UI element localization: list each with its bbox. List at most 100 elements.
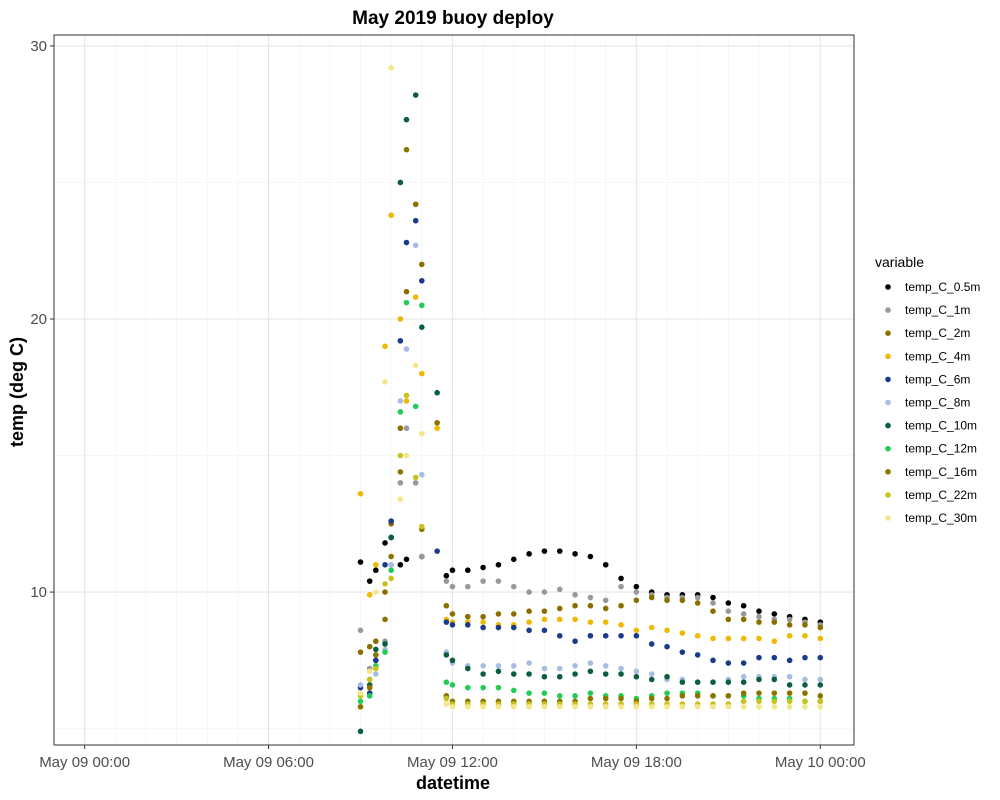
data-point [449,583,456,590]
data-point [382,561,388,568]
data-point [495,611,502,617]
data-point [602,619,609,625]
y-axis-title: temp (deg C) [7,337,27,447]
data-point [817,698,824,705]
legend-key [885,330,891,337]
data-point [710,657,716,664]
data-point [602,597,609,604]
data-point [740,703,747,710]
data-point [403,299,410,306]
data-point [602,605,609,612]
data-point [756,619,762,625]
data-point [556,616,563,623]
legend-key [885,515,891,521]
data-point [526,589,532,595]
data-point [495,578,502,584]
data-point [397,496,404,503]
data-point [648,641,655,647]
legend-label: temp_C_0.5m [905,280,980,294]
legend-key [885,376,891,383]
data-point [443,679,450,685]
data-point [412,362,419,369]
data-point [740,611,747,617]
legend-item: temp_C_12m [885,442,977,456]
data-point [495,703,502,710]
data-point [664,703,670,710]
data-point [480,663,486,669]
data-point [740,635,747,642]
data-point [817,682,824,688]
data-point [434,419,440,426]
data-point [679,630,686,636]
data-point [388,518,394,524]
data-point [449,567,456,574]
data-point [618,695,624,702]
data-point [403,116,410,123]
data-point [725,703,732,710]
data-point [403,398,410,404]
data-point [480,578,486,584]
data-point [388,64,394,71]
data-point [480,619,486,625]
legend-label: temp_C_6m [905,372,970,386]
data-point [403,452,410,459]
data-point [572,663,578,669]
data-point [694,652,701,658]
data-point [740,698,747,705]
data-point [382,581,388,587]
series-temp_C_16m [357,146,824,710]
data-point [633,589,640,595]
series-temp_C_2m [357,201,824,655]
data-point [480,564,486,571]
series-temp_C_30m [357,64,824,710]
data-point [648,594,655,601]
data-point [756,635,762,642]
data-point [443,602,450,609]
data-point [412,201,419,208]
data-point [397,425,404,432]
data-point [357,559,364,565]
data-point [382,649,388,655]
data-point [786,616,793,623]
data-point [756,676,762,683]
y-tick-label: 20 [30,311,47,328]
legend-label: temp_C_12m [905,442,977,456]
data-point [602,561,609,568]
data-point [771,654,778,661]
data-point [694,632,701,639]
data-point [725,660,732,666]
data-point [412,242,419,249]
data-point [480,703,486,710]
data-point [618,632,624,639]
legend-item: temp_C_2m [885,326,970,340]
data-point [771,619,778,625]
data-point [388,534,394,541]
data-point [633,627,640,634]
data-point [633,703,640,710]
data-point [403,146,410,153]
data-point [388,553,394,560]
data-point [412,474,419,481]
data-point [587,690,594,696]
data-point [373,657,379,664]
data-point [419,261,425,268]
data-point [817,703,824,710]
data-point [388,567,394,574]
data-point [786,622,793,628]
data-point [618,703,624,710]
data-point [403,556,410,563]
legend-key [885,422,891,429]
data-point [403,425,410,432]
data-point [572,616,578,623]
data-point [572,638,578,645]
data-point [786,682,793,688]
data-point [480,684,486,691]
legend-label: temp_C_16m [905,465,977,479]
axes: May 09 00:00 May 09 06:00 May 09 12:00 May … [30,38,865,771]
data-point [572,592,578,598]
data-point [434,425,440,432]
data-point [664,695,670,702]
data-point [618,602,624,609]
data-point [526,627,532,634]
